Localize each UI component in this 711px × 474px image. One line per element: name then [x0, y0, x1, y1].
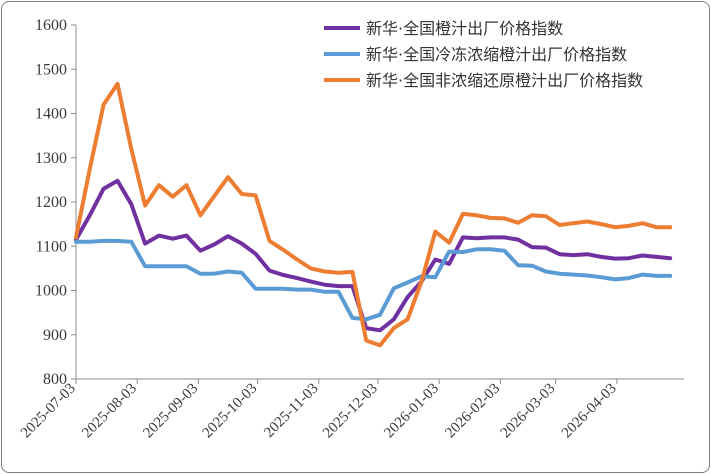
- series-line-2: [74, 238, 673, 322]
- y-tick-label: 1600: [35, 17, 67, 34]
- y-tick-label: 1100: [36, 238, 67, 255]
- x-tick-label: 2025-11-03: [261, 381, 321, 441]
- x-tick-label: 2025-09-03: [140, 381, 201, 442]
- y-axis-ticks: 800 900 1000 1100 1200 1300 1400 1500 1600: [35, 17, 76, 388]
- x-tick-label: 2026-03-03: [498, 381, 559, 442]
- x-axis-ticks: 2025-07-03 2025-08-03 2025-09-032025-10-03…: [18, 379, 620, 441]
- legend-label-2: 新华·全国冷冻浓缩橙汁出厂价格指数: [366, 45, 627, 64]
- y-tick-label: 900: [43, 327, 67, 344]
- x-tick-label: 2026-04-03: [559, 381, 620, 442]
- legend-label-1: 新华·全国橙汁出厂价格指数: [366, 19, 563, 38]
- y-tick-label: 800: [43, 371, 67, 388]
- x-tick-label: 2025-10-03: [200, 381, 261, 442]
- y-tick-label: 1000: [35, 283, 67, 300]
- legend: 新华·全国橙汁出厂价格指数新华·全国冷冻浓缩橙汁出厂价格指数新华·全国非浓缩还原…: [324, 19, 643, 90]
- x-tick-label: 2025-07-03: [18, 381, 79, 442]
- x-tick-label: 2026-02-03: [442, 381, 503, 442]
- x-tick-label: 2025-08-03: [79, 381, 140, 442]
- y-tick-label: 1500: [35, 61, 67, 78]
- y-tick-label: 1300: [35, 150, 67, 167]
- series-line-1: [74, 178, 673, 333]
- x-tick-label: 2025-12-03: [320, 381, 381, 442]
- y-tick-label: 1400: [35, 106, 67, 123]
- x-tick-label: 2026-01-03: [381, 381, 442, 442]
- series-lines: [74, 81, 673, 348]
- y-tick-label: 1200: [35, 194, 67, 211]
- legend-label-3: 新华·全国非浓缩还原橙汁出厂价格指数: [366, 71, 643, 90]
- series-line-3: [74, 81, 673, 348]
